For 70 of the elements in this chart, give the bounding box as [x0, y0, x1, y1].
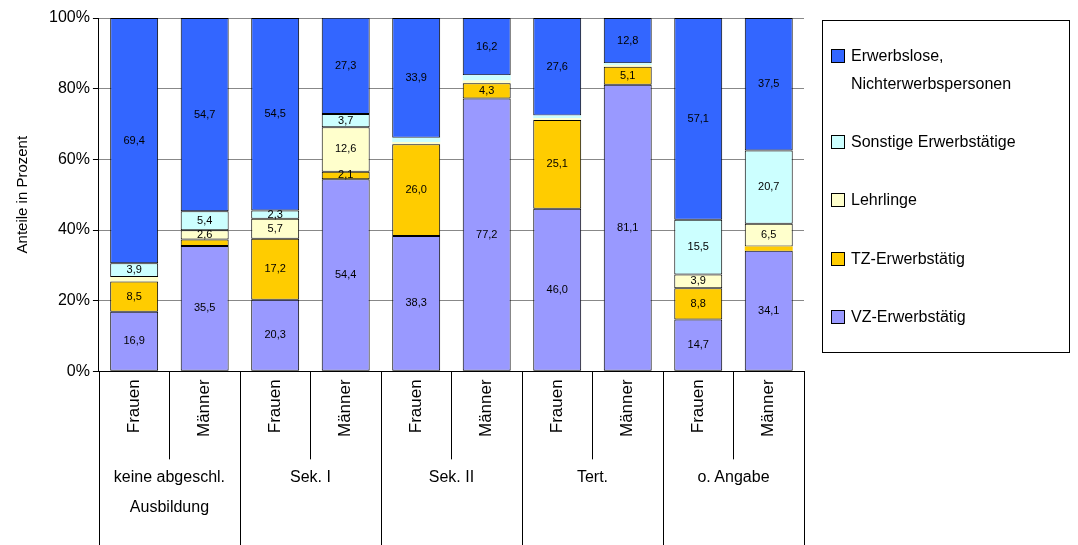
x-tick-label: Frauen: [546, 379, 566, 434]
data-label: 46,0: [546, 282, 568, 295]
text: Sek. II: [428, 467, 475, 485]
x-tick-label: Männer: [335, 379, 355, 437]
bar: [462, 75, 511, 81]
x-tick-label: Männer: [476, 379, 496, 437]
legend-label: VZ-Erwerbstätig: [851, 306, 966, 327]
data-label: 20,3: [264, 328, 286, 341]
x-tick-label: Frauen: [123, 379, 143, 434]
data-label: 33,9: [405, 70, 427, 83]
data-label: 15,5: [687, 240, 709, 253]
data-label: 12,6: [334, 142, 357, 155]
x-tick-label: Männer: [617, 379, 637, 437]
data-label: 54,5: [264, 107, 286, 120]
data-label: 27,3: [334, 58, 357, 71]
data-label: 17,2: [264, 262, 286, 275]
data-label: 34,1: [758, 303, 780, 316]
legend-label: Sonstige Erwerbstätige: [851, 132, 1016, 153]
x-tick-label: Männer: [194, 379, 214, 437]
data-label: 8,8: [690, 296, 706, 309]
bar: [110, 277, 159, 282]
x-tick-label: Frauen: [264, 379, 284, 434]
legend-label: Lehrlinge: [851, 190, 917, 211]
text: o. Angabe: [697, 467, 770, 485]
x-tick-label: Frauen: [405, 379, 425, 434]
data-label: 3,9: [126, 263, 142, 276]
data-label: 12,8: [617, 33, 639, 46]
bar: [392, 142, 441, 145]
data-label: 16,9: [123, 334, 145, 347]
data-label: 2,3: [267, 207, 283, 220]
data-label: 5,1: [620, 68, 636, 81]
data-label: 3,9: [690, 274, 706, 287]
y-tick-label: 0%: [66, 361, 90, 379]
data-label: 57,1: [687, 111, 709, 124]
data-label: 54,7: [193, 107, 216, 120]
data-label: 37,5: [758, 77, 780, 90]
data-label: 14,7: [687, 338, 709, 351]
data-label: 4,3: [479, 84, 495, 96]
y-tick-label: 40%: [57, 220, 90, 238]
data-label: 6,5: [761, 228, 777, 241]
y-tick-label: 60%: [57, 149, 90, 167]
data-label: 25,1: [546, 157, 568, 170]
text: keine abgeschl. Ausbildung: [113, 467, 226, 515]
data-label: 35,5: [193, 301, 216, 314]
bar: [744, 246, 793, 251]
data-label: 3,7: [338, 113, 354, 126]
text: Tert.: [576, 467, 609, 485]
data-label: 5,4: [197, 213, 213, 226]
data-label: 77,2: [476, 227, 498, 240]
y-axis-title: Anteile in Prozent: [13, 135, 31, 254]
y-tick-label: 20%: [57, 291, 90, 309]
data-label: 5,7: [267, 221, 283, 234]
data-label: 54,4: [334, 268, 357, 281]
data-label: 69,4: [123, 133, 145, 146]
x-tick-label: Frauen: [687, 379, 707, 434]
data-label: 2,6: [197, 227, 213, 240]
bar: [392, 137, 441, 143]
legend-label: TZ-Erwerbstätig: [851, 248, 965, 269]
y-tick-label: 100%: [49, 8, 90, 26]
y-tick-label: 80%: [57, 79, 90, 97]
data-label: 16,2: [476, 39, 498, 52]
data-label: 27,6: [546, 59, 568, 72]
text: Sek. I: [289, 467, 331, 485]
data-label: 81,1: [617, 220, 639, 233]
data-label: 38,3: [405, 296, 427, 309]
data-label: 20,7: [758, 180, 780, 193]
legend-label: Erwerbslose, Nichterwerbspersonen: [851, 46, 1013, 95]
data-label: 26,0: [405, 183, 427, 196]
data-label: 8,5: [126, 289, 142, 302]
x-tick-label: Männer: [758, 379, 778, 437]
